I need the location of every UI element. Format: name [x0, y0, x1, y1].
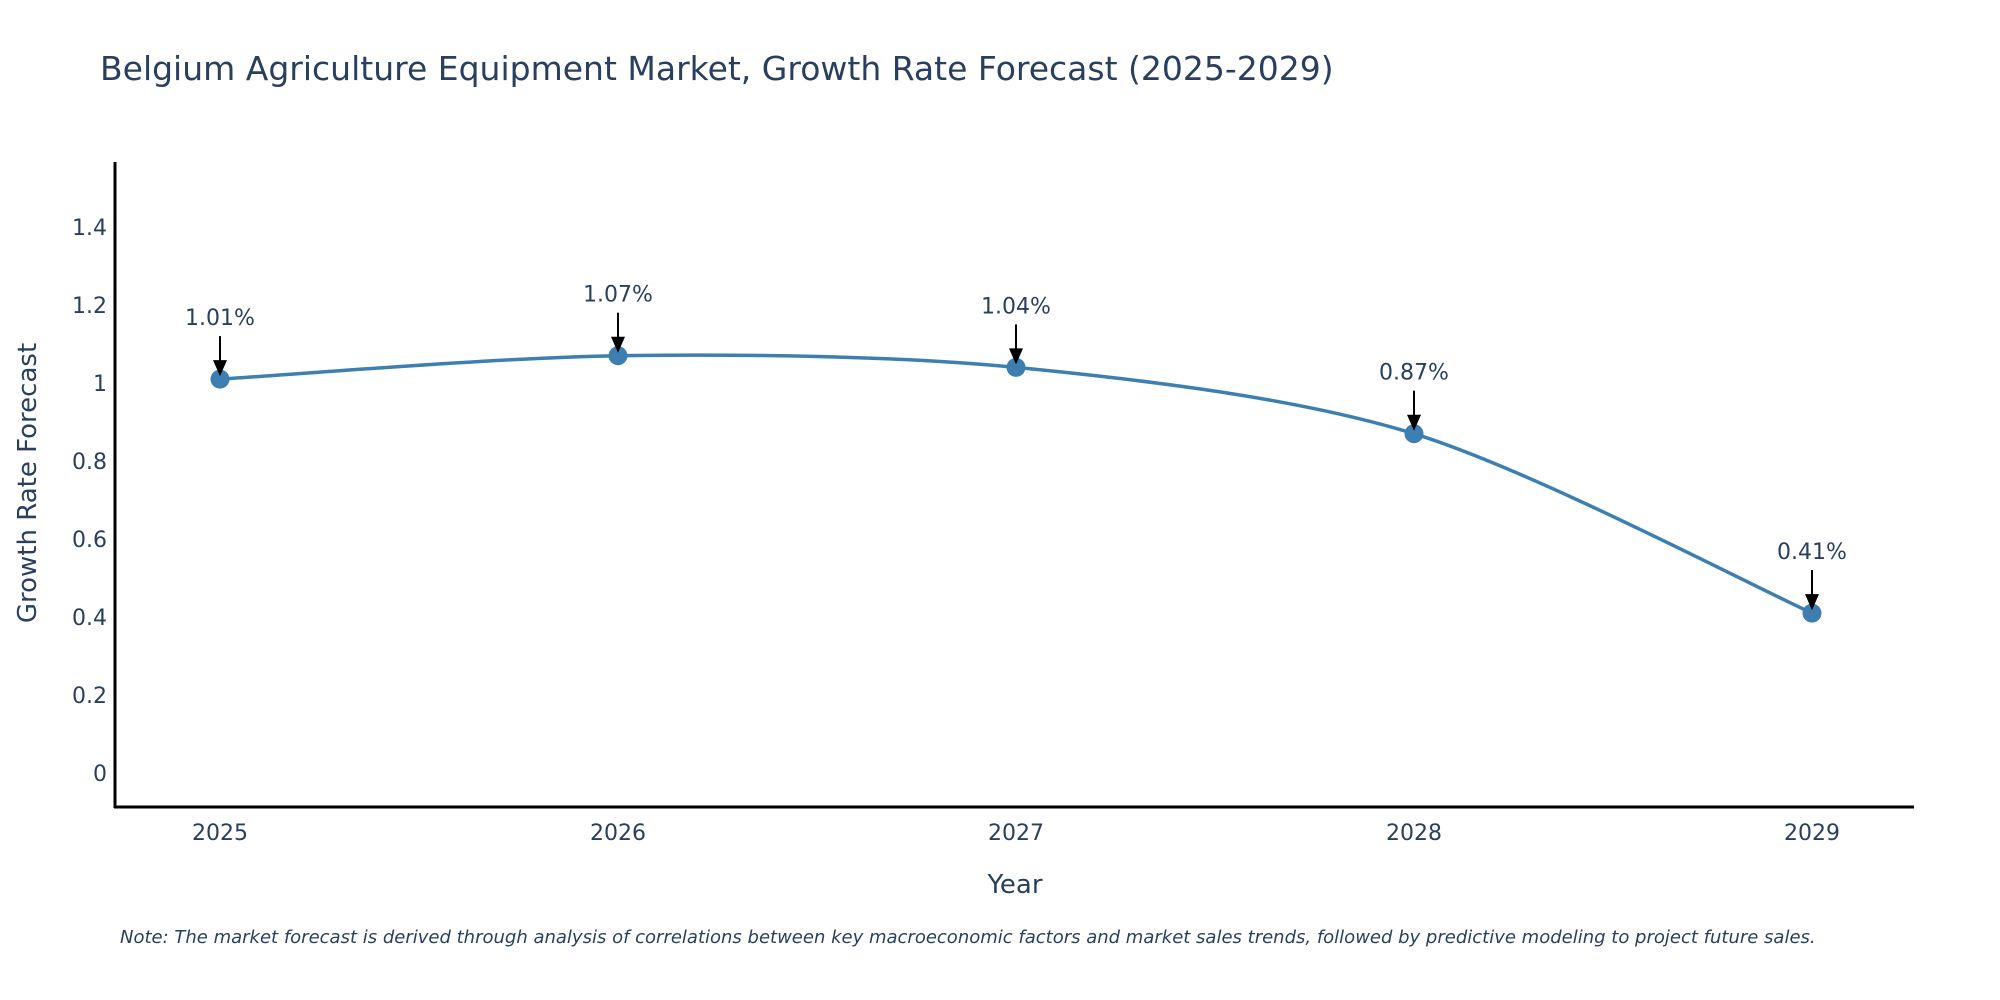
x-tick-labels: 2025 2026 2027 2028 2029 [192, 821, 1840, 846]
data-point-2025 [210, 369, 230, 389]
annotation-arrow-head [213, 360, 227, 377]
data-markers [210, 346, 1822, 623]
data-label-2027: 1.04% [981, 294, 1051, 319]
y-tick-label: 1.2 [72, 294, 107, 319]
y-tick-label: 0 [93, 762, 107, 787]
data-label-2026: 1.07% [583, 283, 653, 308]
y-tick-label: 1.4 [72, 216, 107, 241]
data-point-2026 [608, 346, 628, 366]
data-point-2029 [1802, 603, 1822, 623]
x-tick-label: 2026 [590, 821, 646, 846]
y-tick-label: 0.2 [72, 684, 107, 709]
chart-note: Note: The market forecast is derived thr… [120, 927, 1816, 948]
data-label-2028: 0.87% [1379, 361, 1449, 386]
annotation-arrow-head [611, 336, 625, 353]
data-label-2025: 1.01% [185, 306, 255, 331]
y-tick-label: 0.8 [72, 450, 107, 475]
y-tick-label: 0.4 [72, 606, 107, 631]
x-tick-label: 2025 [192, 821, 248, 846]
data-point-2028 [1404, 424, 1424, 444]
axes [113, 162, 1914, 809]
annotation-arrow-head [1009, 348, 1023, 365]
data-point-2027 [1006, 357, 1026, 377]
x-axis-title: Year [986, 870, 1042, 900]
data-label-2029: 0.41% [1777, 540, 1847, 565]
chart-title: Belgium Agriculture Equipment Market, Gr… [100, 49, 1334, 88]
data-annotations: 1.01% 1.07% 1.04% 0.87% 0.41% [185, 283, 1847, 611]
y-tick-label: 0.6 [72, 528, 107, 553]
annotation-arrow-head [1407, 414, 1421, 431]
growth-rate-series-line [219, 353, 1813, 615]
y-axis-title: Growth Rate Forecast [13, 343, 43, 623]
y-tick-labels: 0 0.2 0.4 0.6 0.8 1 1.2 1.4 [72, 216, 107, 787]
x-tick-label: 2029 [1784, 821, 1840, 846]
annotation-arrow-head [1805, 594, 1819, 611]
y-tick-label: 1 [93, 372, 107, 397]
x-tick-label: 2028 [1386, 821, 1442, 846]
x-tick-label: 2027 [988, 821, 1044, 846]
